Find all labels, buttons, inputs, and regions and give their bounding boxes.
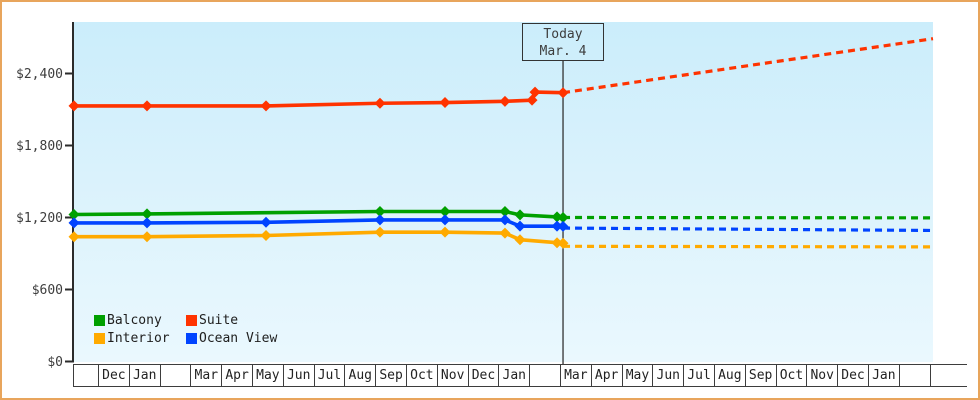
month-axis: Dec Jan Mar Apr May Jun Jul Aug Sep Oct Nov Dec Jan M… (73, 364, 967, 387)
month-cell-sep: Sep (746, 365, 777, 386)
data-point-marker-balcony (514, 209, 526, 221)
y-axis-tick-label: $0 (47, 355, 63, 370)
month-cell-apr: Apr (592, 365, 623, 386)
today-annotation-box: Today Mar. 4 (522, 23, 604, 61)
data-point-marker-ocean-view (439, 214, 451, 226)
month-cell-dec: Dec (838, 365, 869, 386)
legend-swatch-ocean-view (186, 332, 197, 344)
month-cell-jul: Jul (315, 365, 346, 386)
today-label: Today (543, 27, 583, 42)
legend-swatch-interior (94, 332, 105, 344)
data-point-marker-ocean-view (374, 214, 386, 226)
series-predicted-line-suite (562, 37, 934, 95)
month-cell-blank (900, 365, 931, 386)
legend-label: Suite (199, 312, 239, 328)
data-point-marker-suite (141, 100, 153, 112)
month-cell-dec: Dec (469, 365, 500, 386)
month-cell-jun: Jun (653, 365, 685, 386)
data-point-marker-balcony (141, 208, 153, 220)
series-predicted-line-interior (563, 244, 934, 249)
month-cell-mar: Mar (191, 365, 223, 386)
month-cell-blank (161, 365, 192, 386)
data-point-marker-balcony (499, 206, 511, 217)
data-point-marker-suite (260, 100, 272, 112)
month-cell-apr: Apr (222, 365, 253, 386)
month-cell-blank (74, 365, 99, 386)
data-point-marker-suite (529, 86, 541, 98)
data-point-marker-interior (499, 227, 511, 239)
data-point-marker-suite (557, 87, 569, 99)
data-point-marker-interior (514, 234, 526, 246)
month-cell-nov: Nov (807, 365, 839, 386)
month-cell-sep: Sep (376, 365, 407, 386)
data-point-marker-ocean-view (68, 217, 80, 229)
month-cell-nov: Nov (438, 365, 469, 386)
data-point-marker-balcony (439, 206, 451, 217)
y-axis-tick-label: $1,200 (16, 211, 63, 226)
legend-label: Balcony (107, 312, 162, 328)
month-cell-aug: Aug (715, 365, 746, 386)
data-point-marker-interior (557, 237, 569, 249)
data-point-marker-interior (141, 231, 153, 243)
month-cell-blank (530, 365, 561, 386)
legend-item-ocean-view: Ocean View (186, 330, 278, 346)
series-line-balcony (73, 209, 564, 220)
legend-label: Ocean View (199, 330, 278, 346)
month-cell-dec: Dec (99, 365, 130, 386)
month-cell-oct: Oct (777, 365, 808, 386)
data-point-marker-ocean-view (514, 220, 526, 232)
month-cell-jun: Jun (284, 365, 315, 386)
legend-swatch-balcony (94, 314, 105, 326)
legend-item-suite: Suite (186, 312, 277, 328)
legend-item-balcony: Balcony (94, 312, 186, 328)
legend-label: Interior (107, 330, 170, 346)
data-point-marker-ocean-view (557, 220, 569, 232)
today-date: Mar. 4 (539, 44, 587, 59)
y-axis-tick-label: $2,400 (16, 67, 63, 82)
data-point-marker-interior (260, 230, 272, 241)
data-point-marker-ocean-view (499, 214, 511, 226)
chart-legend: Balcony Suite Interior Ocean View (94, 312, 278, 346)
data-point-marker-suite (439, 97, 451, 109)
data-point-marker-suite (499, 95, 511, 107)
data-point-marker-suite (526, 94, 538, 106)
data-point-marker-ocean-view (141, 217, 153, 229)
month-cell-jan: Jan (869, 365, 900, 386)
data-point-marker-ocean-view (260, 216, 272, 228)
month-cell-oct: Oct (407, 365, 438, 386)
month-cell-jan: Jan (130, 365, 161, 386)
month-cell-aug: Aug (345, 365, 377, 386)
legend-item-interior: Interior (94, 330, 186, 346)
data-point-marker-suite (68, 100, 80, 112)
month-cell-may: May (623, 365, 654, 386)
data-point-marker-suite (374, 97, 386, 109)
data-point-marker-interior (374, 226, 386, 238)
month-cell-may: May (253, 365, 284, 386)
month-cell-blank (931, 365, 967, 386)
data-point-marker-interior (68, 231, 80, 243)
month-cell-jan: Jan (499, 365, 531, 386)
data-point-marker-balcony (374, 206, 386, 217)
series-predicted-line-ocean-view (563, 226, 934, 233)
data-point-marker-balcony (557, 212, 569, 223)
data-point-marker-interior (439, 226, 451, 238)
data-point-marker-balcony (68, 209, 80, 220)
data-point-marker-ocean-view (551, 220, 563, 232)
plot-area (74, 22, 933, 362)
y-axis-tick-label: $1,800 (16, 139, 63, 154)
month-cell-mar: Mar (561, 365, 592, 386)
month-cell-jul: Jul (684, 365, 715, 386)
y-axis-tick-label: $600 (32, 283, 63, 298)
legend-swatch-suite (186, 314, 197, 326)
